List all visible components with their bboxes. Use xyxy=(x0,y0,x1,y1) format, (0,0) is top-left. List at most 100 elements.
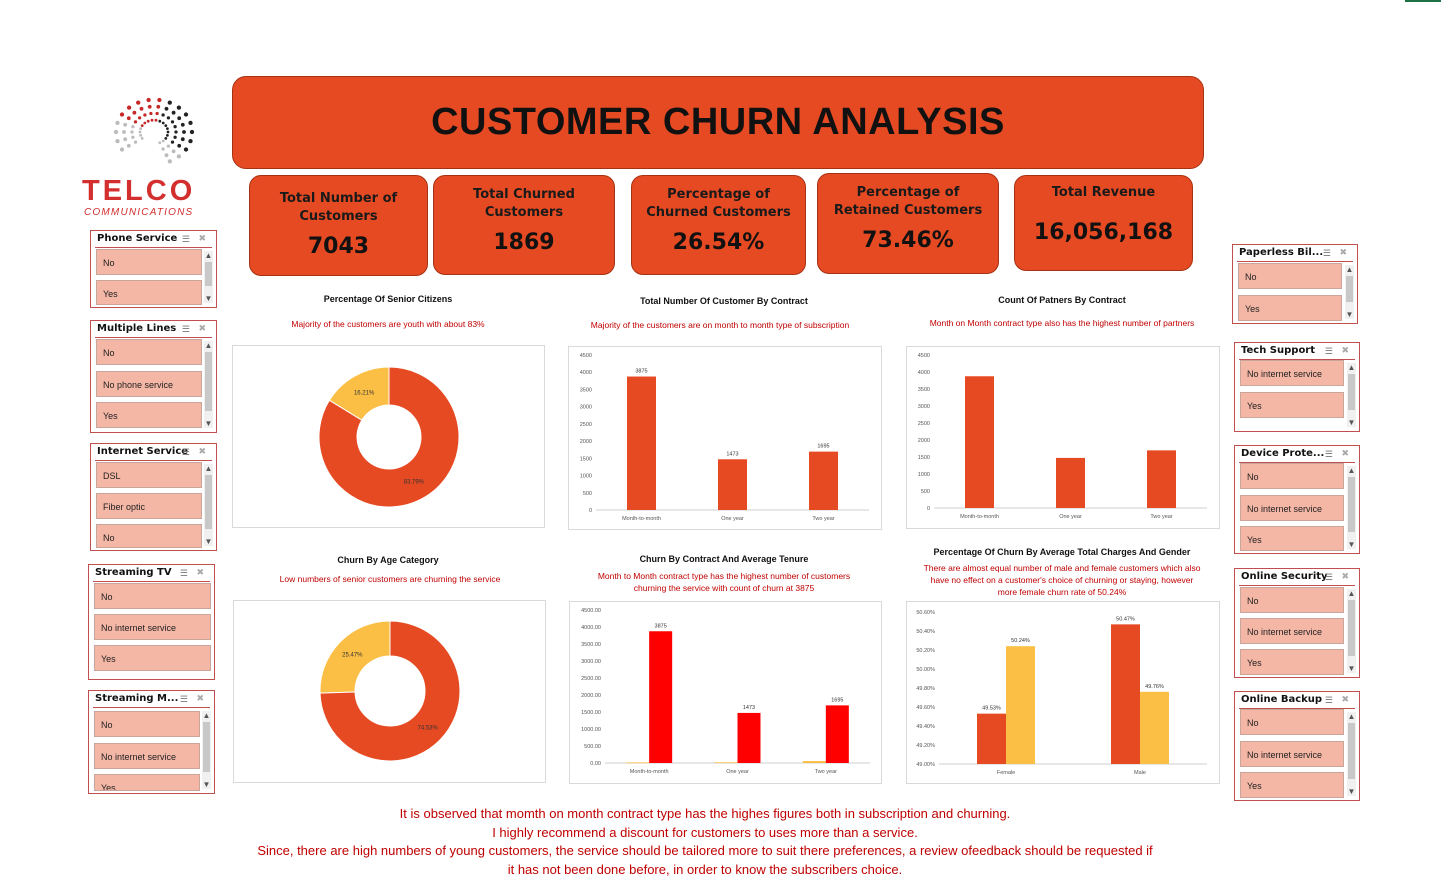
multi-select-icon[interactable]: ☰ xyxy=(181,324,190,334)
slicer-multiple-lines[interactable]: Multiple Lines ☰ ✖ No No phone service Yes ▲ ▼ xyxy=(90,320,217,433)
slicer-phone-service[interactable]: Phone Service ☰ ✖ No Yes ▲ ▼ xyxy=(90,230,217,308)
slicer-option[interactable]: No xyxy=(1238,263,1342,289)
multi-select-icon[interactable]: ☰ xyxy=(179,568,188,578)
slicer-scrollbar[interactable]: ▲ ▼ xyxy=(1347,712,1356,796)
slicer-paperless-bil[interactable]: Paperless Bil... ☰ ✖ No Yes ▲ ▼ xyxy=(1232,244,1358,324)
slicer-device-prote[interactable]: Device Prote... ☰ ✖ No No internet service Ye… xyxy=(1234,445,1360,554)
scroll-thumb[interactable] xyxy=(203,722,210,772)
scroll-down-icon[interactable]: ▼ xyxy=(1345,310,1354,319)
clear-filter-icon[interactable]: ✖ xyxy=(198,233,206,243)
slicer-streaming-m[interactable]: Streaming M... ☰ ✖ No No internet service Yes… xyxy=(88,690,215,794)
slicer-scrollbar[interactable]: ▲ ▼ xyxy=(1347,466,1356,549)
logo-dot xyxy=(122,130,126,134)
clear-filter-icon[interactable]: ✖ xyxy=(198,323,206,333)
slicer-option[interactable]: No xyxy=(1240,587,1344,613)
slicer-option[interactable]: No internet service xyxy=(1240,618,1344,644)
multi-select-icon[interactable]: ☰ xyxy=(1324,449,1333,459)
clear-filter-icon[interactable]: ✖ xyxy=(1339,247,1347,257)
multi-select-icon[interactable]: ☰ xyxy=(1324,572,1333,582)
slicer-scrollbar[interactable]: ▲ ▼ xyxy=(1347,363,1356,427)
scroll-thumb[interactable] xyxy=(205,352,212,411)
slicer-tech-support[interactable]: Tech Support ☰ ✖ No internet service Yes ▲ ▼ xyxy=(1234,342,1360,432)
scroll-down-icon[interactable]: ▼ xyxy=(1347,540,1356,549)
clear-filter-icon[interactable]: ✖ xyxy=(1341,571,1349,581)
slicer-option[interactable]: No xyxy=(1240,463,1344,489)
scroll-thumb[interactable] xyxy=(205,475,212,529)
slicer-option[interactable]: No xyxy=(94,711,200,737)
scroll-up-icon[interactable]: ▲ xyxy=(202,711,211,720)
slicer-option[interactable]: Yes xyxy=(1238,295,1342,321)
slicer-option[interactable]: Yes xyxy=(96,280,202,305)
note-line: have no effect on a customer's choice of… xyxy=(930,575,1194,585)
scroll-down-icon[interactable]: ▼ xyxy=(204,294,213,303)
slicer-internet-service[interactable]: Internet Service ☰ ✖ DSL Fiber optic No ▲ ▼ xyxy=(90,443,217,551)
slicer-option[interactable]: No xyxy=(96,339,202,365)
slicer-scrollbar[interactable]: ▲ ▼ xyxy=(204,464,213,546)
slicer-option[interactable]: Yes xyxy=(94,645,211,671)
slicer-scrollbar[interactable]: ▲ ▼ xyxy=(1347,589,1356,673)
slicer-option[interactable]: No xyxy=(94,583,211,609)
slicer-option[interactable]: Yes xyxy=(96,402,202,428)
scroll-down-icon[interactable]: ▼ xyxy=(202,780,211,789)
clear-filter-icon[interactable]: ✖ xyxy=(1341,345,1349,355)
slicer-streaming-tv[interactable]: Streaming TV ☰ ✖ No No internet service Yes xyxy=(88,564,215,680)
logo-dot xyxy=(176,105,182,110)
scroll-down-icon[interactable]: ▼ xyxy=(204,419,213,428)
slicer-option[interactable]: No internet service xyxy=(94,614,211,640)
slicer-online-backup[interactable]: Online Backup ☰ ✖ No No internet service Yes ▲… xyxy=(1234,691,1360,801)
slicer-option[interactable]: Yes xyxy=(1240,392,1344,418)
y-tick-label: 2500 xyxy=(580,422,592,428)
multi-select-icon[interactable]: ☰ xyxy=(1322,248,1331,258)
slicer-option[interactable]: No xyxy=(96,524,202,548)
window-edge-line xyxy=(1405,0,1441,2)
slicer-scrollbar[interactable]: ▲ ▼ xyxy=(1345,265,1354,319)
clear-filter-icon[interactable]: ✖ xyxy=(1341,694,1349,704)
scroll-thumb[interactable] xyxy=(1348,374,1355,410)
multi-select-icon[interactable]: ☰ xyxy=(181,447,190,457)
slicer-scrollbar[interactable]: ▲ ▼ xyxy=(204,251,213,303)
scroll-down-icon[interactable]: ▼ xyxy=(1347,787,1356,796)
scroll-down-icon[interactable]: ▼ xyxy=(1347,418,1356,427)
scroll-thumb[interactable] xyxy=(1348,477,1355,532)
multi-select-icon[interactable]: ☰ xyxy=(181,234,190,244)
scroll-up-icon[interactable]: ▲ xyxy=(204,464,213,473)
clear-filter-icon[interactable]: ✖ xyxy=(1341,448,1349,458)
slicer-scrollbar[interactable]: ▲ ▼ xyxy=(202,711,211,789)
slicer-option[interactable]: No xyxy=(96,249,202,275)
slicer-option[interactable]: Yes xyxy=(94,774,200,791)
slicer-option[interactable]: DSL xyxy=(96,462,202,488)
slicer-option[interactable]: Yes xyxy=(1240,526,1344,551)
bar-data-label: 49.53% xyxy=(982,706,1001,712)
slicer-option[interactable]: No internet service xyxy=(1240,495,1344,521)
multi-select-icon[interactable]: ☰ xyxy=(1324,695,1333,705)
slicer-option[interactable]: Yes xyxy=(1240,772,1344,798)
scroll-down-icon[interactable]: ▼ xyxy=(204,537,213,546)
slicer-option[interactable]: No internet service xyxy=(1240,360,1344,386)
scroll-up-icon[interactable]: ▲ xyxy=(1347,589,1356,598)
slicer-option[interactable]: No xyxy=(1240,709,1344,735)
scroll-thumb[interactable] xyxy=(1348,600,1355,656)
scroll-up-icon[interactable]: ▲ xyxy=(1347,466,1356,475)
slicer-option[interactable]: Fiber optic xyxy=(96,493,202,519)
logo-dot xyxy=(133,120,138,124)
multi-select-icon[interactable]: ☰ xyxy=(1324,346,1333,356)
clear-filter-icon[interactable]: ✖ xyxy=(198,446,206,456)
slicer-scrollbar[interactable]: ▲ ▼ xyxy=(204,341,213,428)
slicer-option[interactable]: No phone service xyxy=(96,371,202,397)
scroll-up-icon[interactable]: ▲ xyxy=(204,341,213,350)
slicer-option[interactable]: No internet service xyxy=(1240,741,1344,767)
slicer-option[interactable]: Yes xyxy=(1240,649,1344,675)
scroll-up-icon[interactable]: ▲ xyxy=(1347,363,1356,372)
clear-filter-icon[interactable]: ✖ xyxy=(196,693,204,703)
multi-select-icon[interactable]: ☰ xyxy=(179,694,188,704)
slicer-online-security[interactable]: Online Security ☰ ✖ No No internet service Ye… xyxy=(1234,568,1360,678)
scroll-thumb[interactable] xyxy=(1348,723,1355,779)
slicer-option[interactable]: No internet service xyxy=(94,743,200,769)
scroll-down-icon[interactable]: ▼ xyxy=(1347,664,1356,673)
scroll-up-icon[interactable]: ▲ xyxy=(1345,265,1354,274)
scroll-thumb[interactable] xyxy=(205,262,212,286)
clear-filter-icon[interactable]: ✖ xyxy=(196,567,204,577)
scroll-thumb[interactable] xyxy=(1346,276,1353,302)
scroll-up-icon[interactable]: ▲ xyxy=(1347,712,1356,721)
scroll-up-icon[interactable]: ▲ xyxy=(204,251,213,260)
